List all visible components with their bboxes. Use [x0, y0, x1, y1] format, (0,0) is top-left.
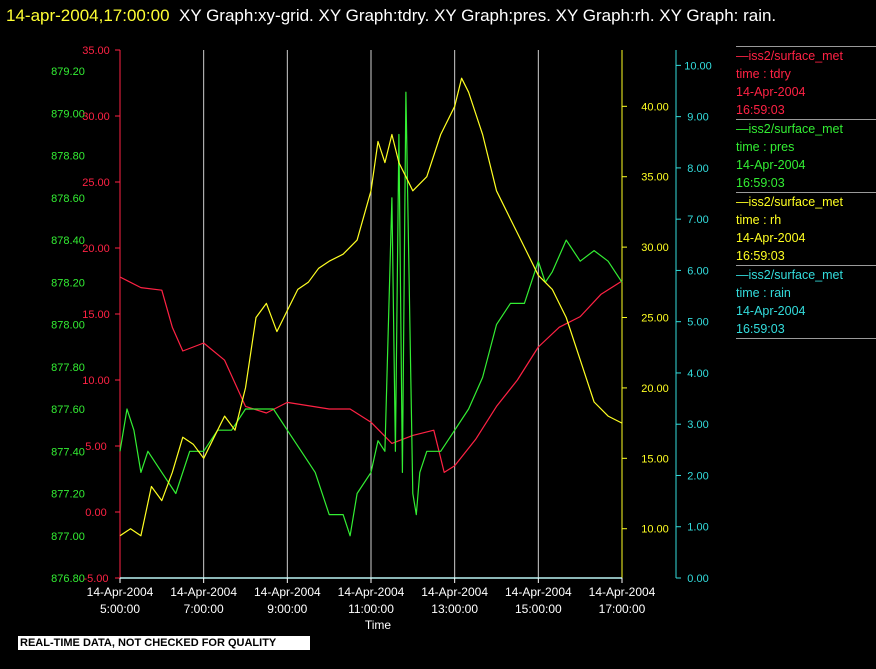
pres-tick-label: 879.00: [51, 108, 85, 120]
series-line-rh: [119, 77, 623, 537]
legend-date: 14-Apr-2004: [736, 231, 806, 245]
x-tick-label-date: 14-Apr-2004: [254, 585, 321, 599]
rain-tick-label: 4.00: [687, 368, 708, 380]
legend-date: 14-Apr-2004: [736, 304, 806, 318]
legend-separator: [736, 192, 876, 193]
legend-date: 14-Apr-2004: [736, 158, 806, 172]
x-tick-label-time: 11:00:00: [348, 602, 394, 616]
legend-time: 16:59:03: [736, 322, 785, 336]
legend: —iss2/surface_met time : tdry 14-Apr-2004 1…: [736, 46, 876, 339]
pres-tick-label: 877.20: [51, 489, 85, 501]
x-tick-label-date: 14-Apr-2004: [421, 585, 488, 599]
rain-tick-label: 6.00: [687, 265, 708, 277]
rain-tick-label: 0.00: [687, 573, 708, 585]
legend-time: 16:59:03: [736, 249, 785, 263]
title-text: XY Graph:xy-grid. XY Graph:tdry. XY Grap…: [178, 6, 777, 25]
series-line-tdry: [119, 276, 623, 473]
tdry-tick-label: 10.00: [82, 375, 110, 387]
x-tick-label-date: 14-Apr-2004: [170, 585, 237, 599]
legend-field: time : pres: [736, 140, 795, 154]
legend-separator: [736, 46, 876, 47]
axes: 876.80 877.00 877.20 877.40 877.60 877.80 878.…: [51, 45, 712, 585]
rh-tick-label: 30.00: [641, 242, 669, 254]
pres-tick-label: 877.80: [51, 362, 85, 374]
rain-tick-label: 5.00: [687, 317, 708, 329]
legend-date: 14-Apr-2004: [736, 85, 806, 99]
x-tick-label-time: 13:00:00: [431, 602, 478, 616]
rain-tick-label: 7.00: [687, 214, 708, 226]
x-tick-label-time: 5:00:00: [100, 602, 140, 616]
x-tick-label-time: 7:00:00: [184, 602, 224, 616]
x-axis-label: Time: [365, 618, 392, 632]
x-tick-label-time: 9:00:00: [267, 602, 307, 616]
tdry-tick-label: 15.00: [82, 309, 110, 321]
tdry-tick-label: 30.00: [82, 111, 110, 123]
pres-tick-label: 877.60: [51, 404, 85, 416]
grid-lines: [203, 50, 539, 578]
legend-name: —iss2/surface_met: [736, 268, 843, 282]
x-tick-label-date: 14-Apr-2004: [338, 585, 405, 599]
legend-separator: [736, 338, 876, 339]
rh-tick-label: 20.00: [641, 383, 669, 395]
rh-tick-label: 25.00: [641, 313, 669, 325]
pres-tick-label: 878.80: [51, 151, 85, 163]
rh-tick-label: 15.00: [641, 453, 669, 465]
tdry-tick-label: 20.00: [82, 243, 110, 255]
x-tick-label-date: 14-Apr-2004: [589, 585, 656, 599]
x-tick-label-date: 14-Apr-2004: [505, 585, 572, 599]
rh-tick-label: 35.00: [641, 172, 669, 184]
legend-name: —iss2/surface_met: [736, 195, 843, 209]
legend-name: —iss2/surface_met: [736, 49, 843, 63]
rain-tick-label: 10.00: [684, 60, 712, 72]
title-timestamp: 14-apr-2004,17:00:00: [6, 6, 170, 25]
rain-tick-label: 1.00: [687, 522, 708, 534]
tdry-tick-label: 5.00: [85, 441, 106, 453]
pres-tick-label: 877.40: [51, 446, 85, 458]
quality-warning: REAL-TIME DATA, NOT CHECKED FOR QUALITY: [18, 636, 310, 650]
legend-field: time : tdry: [736, 67, 791, 81]
pres-tick-label: 876.80: [51, 573, 85, 585]
tdry-tick-label: 0.00: [85, 507, 106, 519]
tdry-tick-label: 35.00: [82, 45, 110, 57]
rh-tick-label: 40.00: [641, 101, 669, 113]
legend-time: 16:59:03: [736, 176, 785, 190]
legend-separator: [736, 119, 876, 120]
rain-tick-label: 9.00: [687, 112, 708, 124]
pres-tick-label: 878.60: [51, 193, 85, 205]
series-line-pres: [119, 91, 623, 537]
rain-tick-label: 3.00: [687, 419, 708, 431]
legend-time: 16:59:03: [736, 103, 785, 117]
pres-tick-label: 877.00: [51, 531, 85, 543]
legend-field: time : rain: [736, 286, 791, 300]
legend-name: —iss2/surface_met: [736, 122, 843, 136]
legend-field: time : rh: [736, 213, 782, 227]
pres-tick-label: 879.20: [51, 66, 85, 78]
x-tick-label-time: 17:00:00: [599, 602, 646, 616]
chart-title: 14-apr-2004,17:00:00 XY Graph:xy-grid. X…: [6, 2, 866, 30]
pres-tick-label: 878.20: [51, 277, 85, 289]
pres-tick-label: 878.00: [51, 320, 85, 332]
tdry-tick-label: 25.00: [82, 177, 110, 189]
tdry-tick-label: -5.00: [83, 573, 108, 585]
x-tick-label-time: 15:00:00: [515, 602, 562, 616]
rh-tick-label: 10.00: [641, 524, 669, 536]
x-tick-label-date: 14-Apr-2004: [87, 585, 154, 599]
rain-tick-label: 8.00: [687, 163, 708, 175]
legend-separator: [736, 265, 876, 266]
rain-tick-label: 2.00: [687, 470, 708, 482]
x-axis: 14-Apr-2004 5:00:00 14-Apr-2004 7:00:00 14-A…: [87, 577, 656, 632]
pres-tick-label: 878.40: [51, 235, 85, 247]
